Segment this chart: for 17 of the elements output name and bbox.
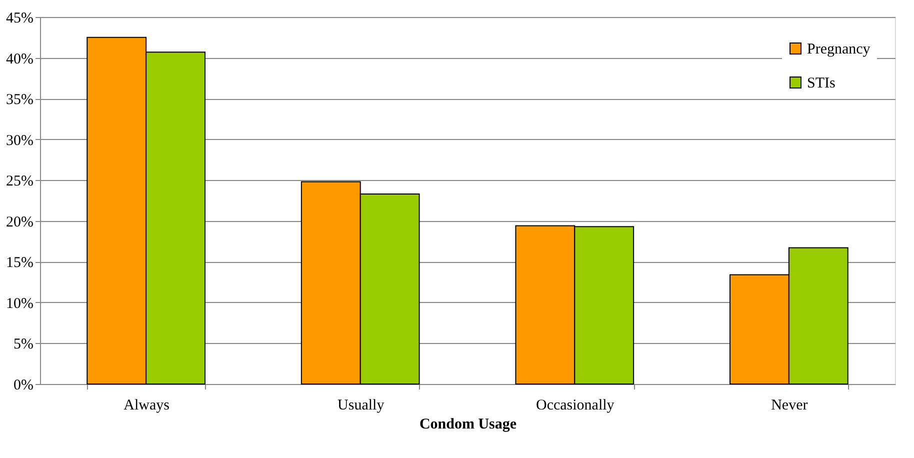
x-tick-label: Usually: [338, 398, 385, 414]
y-tick-label: 40%: [6, 51, 34, 68]
y-tick-label: 0%: [14, 378, 34, 394]
y-tick-label: 45%: [6, 10, 34, 26]
y-tick-label: 10%: [6, 296, 34, 312]
x-tick-label: Occasionally: [536, 398, 615, 414]
y-tick-label: 15%: [6, 255, 34, 272]
legend-label: Pregnancy: [807, 42, 871, 58]
y-tick-label: 35%: [6, 92, 34, 108]
y-tick-label: 20%: [6, 214, 34, 230]
y-tick-label: 5%: [14, 336, 34, 353]
x-axis-title: Condom Usage: [419, 416, 517, 432]
y-tick-label: 30%: [6, 132, 34, 149]
y-tick-label: 25%: [6, 174, 34, 190]
x-tick-label: Always: [124, 398, 170, 414]
x-tick-label: Never: [771, 398, 808, 414]
legend-label: STIs: [807, 76, 836, 92]
